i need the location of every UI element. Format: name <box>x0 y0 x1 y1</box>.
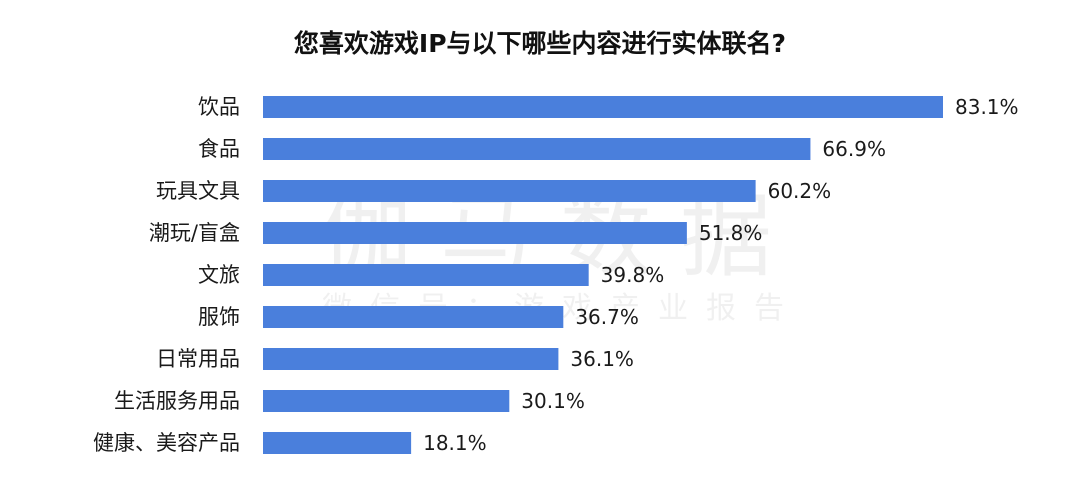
value-label: 66.9% <box>822 137 886 161</box>
category-label: 日常用品 <box>156 347 240 371</box>
category-label: 潮玩/盲盒 <box>149 221 240 245</box>
watermark: 伽马数据 微信号：游戏产业报告 <box>320 183 784 326</box>
bar <box>263 264 589 286</box>
category-label: 饮品 <box>198 95 240 119</box>
value-labels: 83.1% 66.9% 60.2%51.8% 39.8% 36.7% 36.1% 30.1%… <box>423 95 1018 455</box>
bar <box>263 222 687 244</box>
bar <box>263 306 564 328</box>
chart-title: 您喜欢游戏IP与以下哪些内容进行实体联名? <box>294 29 786 58</box>
category-label: 服饰 <box>198 305 240 329</box>
bar <box>263 432 412 454</box>
value-label: 30.1% <box>521 389 585 413</box>
bars <box>263 96 943 454</box>
value-label: 60.2% <box>768 179 832 203</box>
bar <box>263 180 756 202</box>
value-label: 36.7% <box>575 305 639 329</box>
category-label: 文旅 <box>198 263 240 287</box>
value-label: 18.1% <box>423 431 487 455</box>
category-label: 生活服务用品 <box>114 389 240 413</box>
bar <box>263 138 811 160</box>
bar <box>263 348 559 370</box>
category-label: 健康、美容产品 <box>93 431 240 455</box>
category-label: 玩具文具 <box>156 179 240 203</box>
value-label: 39.8% <box>601 263 665 287</box>
value-label: 51.8% <box>699 221 763 245</box>
bar <box>263 96 943 118</box>
value-label: 83.1% <box>955 95 1019 119</box>
value-label: 36.1% <box>570 347 634 371</box>
category-label: 食品 <box>198 137 240 161</box>
bar <box>263 390 510 412</box>
